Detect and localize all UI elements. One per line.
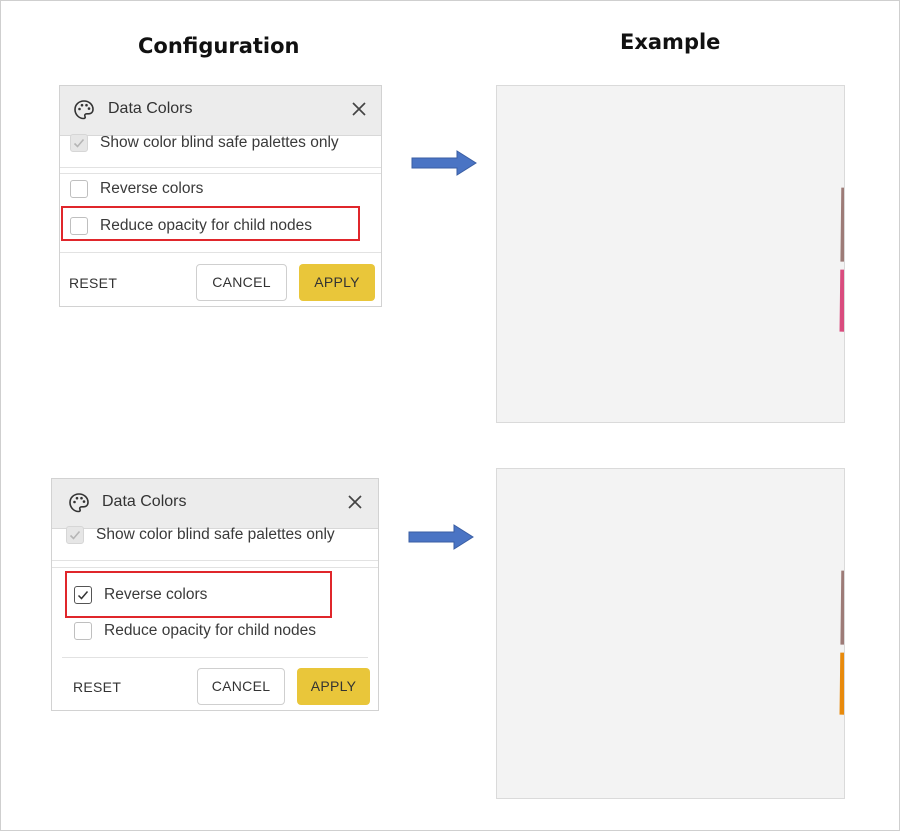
color-blind-checkbox[interactable] xyxy=(66,526,84,544)
color-blind-checkbox[interactable] xyxy=(70,134,88,152)
data-colors-panel-top: Data Colors Show color blind safe palett… xyxy=(59,85,382,307)
reduce-opacity-label: Reduce opacity for child nodes xyxy=(104,622,316,639)
sunburst-segment xyxy=(836,649,844,718)
example-heading: Example xyxy=(620,30,721,54)
apply-button[interactable]: APPLY xyxy=(297,668,370,705)
reduce-opacity-checkbox[interactable] xyxy=(74,622,92,640)
reverse-colors-checkbox[interactable] xyxy=(70,180,88,198)
divider xyxy=(52,567,378,568)
reverse-colors-label: Reverse colors xyxy=(104,586,208,603)
panel-header: Data Colors xyxy=(52,479,378,529)
sunburst-segment xyxy=(838,474,843,566)
cancel-button[interactable]: CANCEL xyxy=(197,668,285,705)
close-icon[interactable] xyxy=(347,494,363,515)
configuration-heading: Configuration xyxy=(138,34,300,58)
reset-button[interactable]: RESET xyxy=(73,679,122,695)
panel-title: Data Colors xyxy=(108,100,193,117)
color-blind-label: Show color blind safe palettes only xyxy=(100,134,339,151)
sunburst-segment xyxy=(836,266,844,335)
apply-button[interactable]: APPLY xyxy=(299,264,375,301)
data-colors-panel-bottom: Data Colors Show color blind safe palett… xyxy=(51,478,379,711)
highlight-box xyxy=(61,206,360,241)
reverse-colors-checkbox[interactable] xyxy=(74,586,92,604)
example-chart-top xyxy=(496,85,845,423)
divider xyxy=(60,167,381,168)
sunburst-segment xyxy=(837,567,844,648)
divider xyxy=(60,173,381,174)
divider xyxy=(52,560,378,561)
reduce-opacity-label: Reduce opacity for child nodes xyxy=(100,217,312,234)
sunburst-segment xyxy=(837,184,844,265)
divider xyxy=(60,252,381,253)
close-icon[interactable] xyxy=(351,101,367,122)
palette-icon xyxy=(68,492,90,519)
panel-title: Data Colors xyxy=(102,493,187,510)
arrow-right-icon xyxy=(408,524,474,550)
cancel-button[interactable]: CANCEL xyxy=(196,264,287,301)
color-blind-label: Show color blind safe palettes only xyxy=(96,526,335,543)
example-chart-bottom xyxy=(496,468,845,799)
reverse-colors-label: Reverse colors xyxy=(100,180,204,197)
palette-icon xyxy=(73,99,95,126)
panel-header: Data Colors xyxy=(60,86,381,136)
arrow-right-icon xyxy=(411,150,477,176)
divider xyxy=(62,657,368,658)
reset-button[interactable]: RESET xyxy=(69,275,118,291)
sunburst-segment xyxy=(838,91,843,183)
sunburst-chart xyxy=(836,91,844,335)
reduce-opacity-checkbox[interactable] xyxy=(70,217,88,235)
sunburst-chart xyxy=(836,474,844,718)
highlight-box xyxy=(65,571,332,618)
